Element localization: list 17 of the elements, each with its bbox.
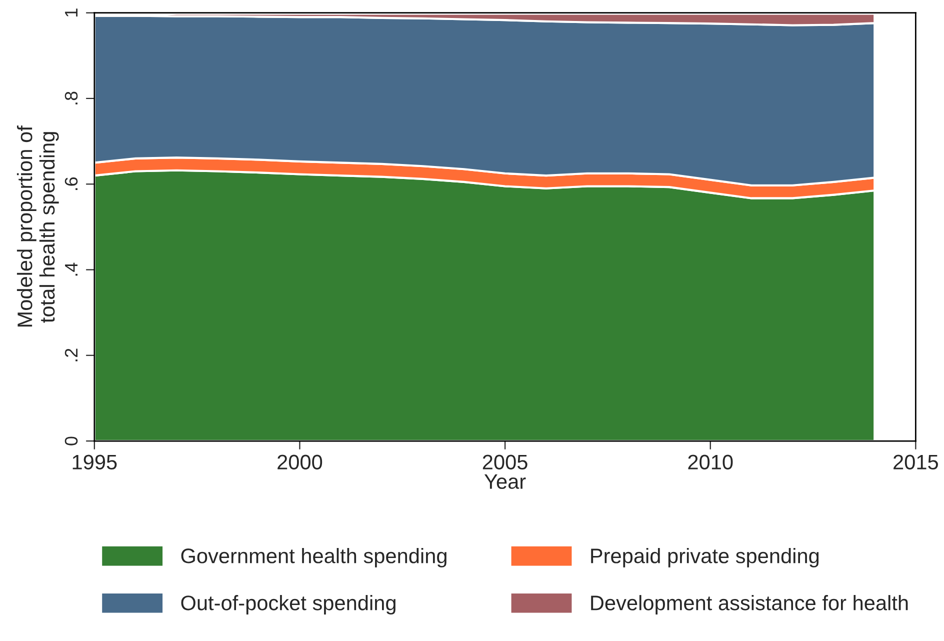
x-tick-label: 2010 (688, 454, 733, 470)
legend-label: Prepaid private spending (591, 548, 819, 568)
y-tick-label: 1 (65, 8, 78, 16)
legend-label: Out-of-pocket spending (181, 595, 396, 614)
y-tick-label: .4 (65, 262, 78, 276)
legend-label: Development assistance for health (591, 595, 908, 614)
y-tick-label: .6 (64, 177, 78, 190)
y-tick-label: .8 (64, 92, 78, 104)
x-tick-label: 2005 (482, 454, 528, 470)
x-tick-label: 2015 (894, 454, 938, 470)
y-axis-title: Modeled proportion of total health spending (16, 126, 59, 327)
x-tick-label: 2000 (278, 454, 322, 470)
legend-label: Government health spending (181, 548, 446, 568)
y-tick-label: 0 (64, 436, 78, 446)
x-axis-title: Year (484, 474, 526, 489)
x-tick-label: 1995 (72, 454, 117, 470)
y-tick-label: .2 (64, 348, 78, 362)
